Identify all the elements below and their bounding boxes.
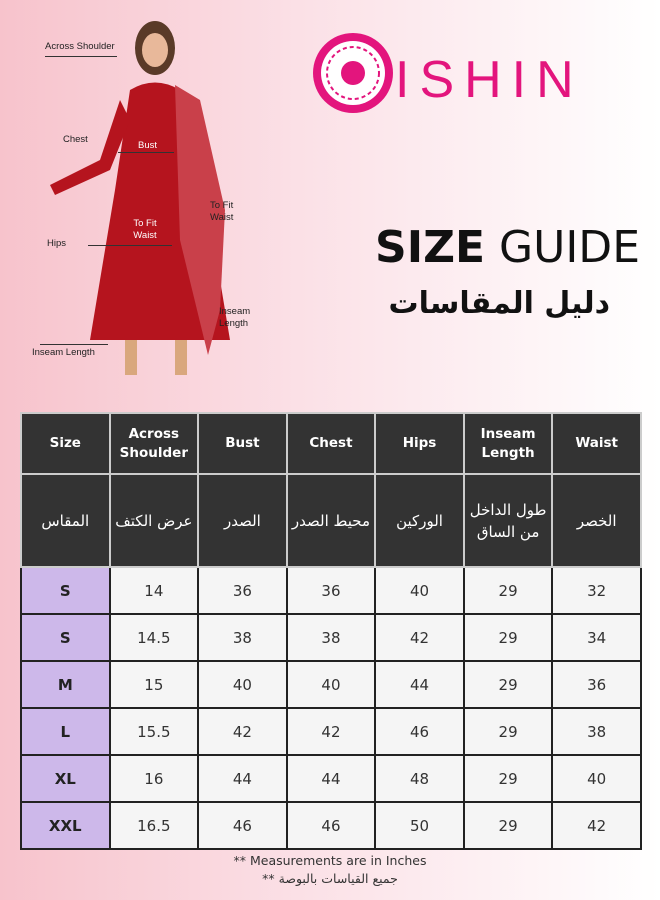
label-inseam-bottom: Inseam Length <box>32 347 95 358</box>
note-arabic: ** جميع القياسات بالبوصة <box>262 871 398 886</box>
value-cell: 48 <box>374 754 465 803</box>
header-ar-chest: محيط الصدر <box>285 473 377 568</box>
label-bust: Bust <box>138 140 158 151</box>
value-cell: 42 <box>285 707 377 756</box>
arrow <box>118 152 174 153</box>
header-ar-across-shoulder: عرض الكتف <box>108 473 200 568</box>
size-cell: XL <box>20 754 111 803</box>
note-english: ** Measurements are in Inches <box>233 853 427 868</box>
header-ar-bust: الصدر <box>197 473 288 568</box>
header-ar-size: المقاس <box>20 473 111 568</box>
brand-logo-icon <box>313 33 393 113</box>
value-cell: 29 <box>462 801 554 850</box>
label-to-fit-waist-inner: To Fit Waist <box>133 218 157 241</box>
header-bust: Bust <box>197 412 288 475</box>
value-cell: 29 <box>462 707 554 756</box>
header-across-shoulder: Across Shoulder <box>108 412 200 475</box>
value-cell: 44 <box>197 754 288 803</box>
size-cell: S <box>20 613 111 662</box>
value-cell: 36 <box>285 566 377 615</box>
size-cell: L <box>20 707 111 756</box>
table-row: L 15.5 42 42 46 29 38 <box>20 707 642 756</box>
value-cell: 38 <box>197 613 288 662</box>
value-cell: 29 <box>462 566 554 615</box>
brand-name: ISHIN <box>395 51 584 109</box>
header-inseam-length: Inseam Length <box>462 412 554 475</box>
label-inseam-side: Inseam Length <box>219 306 251 329</box>
value-cell: 40 <box>197 660 288 709</box>
value-cell: 15.5 <box>108 707 200 756</box>
value-cell: 16.5 <box>108 801 200 850</box>
header-ar-inseam-length: طول الداخل من الساق <box>462 473 554 568</box>
table-row: M 15 40 40 44 29 36 <box>20 660 642 709</box>
header-ar-hips: الوركين <box>374 473 465 568</box>
table-row: S 14.5 38 38 42 29 34 <box>20 613 642 662</box>
value-cell: 40 <box>374 566 465 615</box>
value-cell: 42 <box>374 613 465 662</box>
table-row: XL 16 44 44 48 29 40 <box>20 754 642 803</box>
size-table: Size Across Shoulder Bust Chest Hips Ins… <box>20 412 642 850</box>
header-chest: Chest <box>285 412 377 475</box>
arrow <box>88 245 172 246</box>
value-cell: 14 <box>108 566 200 615</box>
value-cell: 40 <box>551 754 642 803</box>
header-hips: Hips <box>374 412 465 475</box>
value-cell: 14.5 <box>108 613 200 662</box>
header-ar-waist: الخصر <box>551 473 642 568</box>
value-cell: 36 <box>197 566 288 615</box>
label-hips: Hips <box>47 238 67 249</box>
value-cell: 46 <box>374 707 465 756</box>
header-waist: Waist <box>551 412 642 475</box>
value-cell: 42 <box>197 707 288 756</box>
value-cell: 32 <box>551 566 642 615</box>
model-photo <box>50 21 230 375</box>
size-cell: M <box>20 660 111 709</box>
value-cell: 50 <box>374 801 465 850</box>
page-title-arabic: دليل المقاسات <box>388 286 610 321</box>
size-cell: S <box>20 566 111 615</box>
table-row: XXL 16.5 46 46 50 29 42 <box>20 801 642 850</box>
page-title: SIZE GUIDE <box>375 222 640 273</box>
arrow <box>40 344 108 345</box>
header-size: Size <box>20 412 111 475</box>
value-cell: 44 <box>374 660 465 709</box>
size-cell: XXL <box>20 801 111 850</box>
value-cell: 29 <box>462 613 554 662</box>
value-cell: 38 <box>285 613 377 662</box>
value-cell: 44 <box>285 754 377 803</box>
value-cell: 34 <box>551 613 642 662</box>
value-cell: 40 <box>285 660 377 709</box>
label-across-shoulder: Across Shoulder <box>45 41 115 52</box>
value-cell: 42 <box>551 801 642 850</box>
value-cell: 29 <box>462 660 554 709</box>
label-chest: Chest <box>63 134 88 145</box>
value-cell: 46 <box>285 801 377 850</box>
value-cell: 16 <box>108 754 200 803</box>
value-cell: 36 <box>551 660 642 709</box>
table-row: S 14 36 36 40 29 32 <box>20 566 642 615</box>
value-cell: 29 <box>462 754 554 803</box>
value-cell: 38 <box>551 707 642 756</box>
value-cell: 15 <box>108 660 200 709</box>
arrow <box>45 56 117 57</box>
value-cell: 46 <box>197 801 288 850</box>
label-to-fit-waist-side: To Fit Waist <box>210 200 234 223</box>
